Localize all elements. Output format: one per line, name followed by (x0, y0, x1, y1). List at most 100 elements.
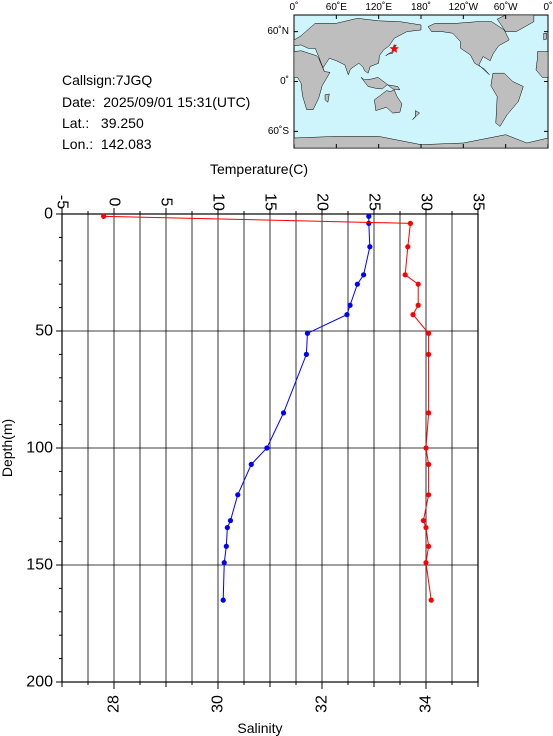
map-landmass (293, 18, 422, 76)
map-landmass (490, 72, 524, 127)
temperature-point (248, 461, 254, 467)
temperature-point (264, 445, 270, 451)
salinity-point (426, 351, 432, 357)
salinity-point (426, 492, 432, 498)
salinity-tick-label: 28 (106, 695, 123, 713)
temperature-point (344, 312, 350, 318)
map-landmass (324, 93, 330, 103)
salinity-point (415, 302, 421, 308)
temperature-point (224, 524, 230, 531)
temperature-tick-label: 0 (106, 198, 123, 207)
temperature-tick-label: 15 (262, 193, 279, 211)
temperature-point (221, 560, 227, 566)
plot-series (101, 213, 434, 603)
depth-axis-label: Depth(m) (0, 419, 15, 477)
temperature-line (222, 216, 371, 601)
temperature-tick-label: 20 (314, 193, 331, 211)
map-landmass (374, 89, 403, 114)
lat-value: 39.250 (100, 115, 144, 131)
salinity-point (428, 597, 434, 603)
temperature-tick-label: 35 (470, 193, 487, 211)
map-landmass (360, 77, 401, 91)
salinity-point (402, 272, 408, 278)
salinity-tick-label: 32 (314, 695, 331, 713)
lat-label: Lat.: (62, 115, 90, 131)
salinity-point (405, 244, 411, 250)
map-landmass (535, 51, 549, 78)
salinity-point (423, 524, 429, 531)
depth-tick-label: 100 (26, 440, 53, 457)
temperature-tick-label: 5 (158, 198, 175, 207)
map-lat-label: 60˚N (267, 25, 289, 37)
lon-value: 142.083 (100, 136, 152, 152)
temperature-point (304, 330, 311, 336)
lon-label: Lon.: (62, 136, 94, 152)
map-lon-label: 60˚E (326, 1, 347, 13)
salinity-point (426, 461, 432, 467)
temperature-tick-label: -5 (54, 195, 71, 209)
map-lon-label: 0˚ (544, 1, 553, 13)
map-landmass (293, 50, 331, 111)
map-lon-label: 0˚ (290, 1, 299, 13)
temperature-point (220, 597, 226, 603)
salinity-line (103, 215, 432, 601)
date-line: Date: 2025/09/01 15:31(UTC) (62, 94, 250, 110)
callsign-value: 7JGQ (115, 72, 153, 88)
world-map: 0˚ 60˚E 120˚E 180˚ 120˚W 60˚W 0˚60˚N0˚60˚S (267, 1, 552, 149)
temperature-point (347, 302, 353, 308)
map-lon-label: 180˚ (411, 1, 431, 13)
map-station-marker (389, 43, 400, 53)
depth-tick-label: 50 (35, 323, 53, 340)
temperature-axis-label: Temperature(C) (210, 161, 308, 177)
depth-tick-label: 0 (44, 206, 53, 223)
depth-tick-label: 200 (26, 674, 53, 691)
map-lon-label: 120˚E (365, 1, 392, 13)
salinity-point (426, 330, 432, 336)
salinity-tick-label: 30 (210, 695, 227, 713)
salinity-point (426, 410, 432, 416)
map-landmass (427, 21, 510, 76)
map-lon-label: 120˚W (449, 1, 479, 13)
map-landmass (543, 33, 547, 41)
salinity-point (407, 220, 413, 226)
date-value: 2025/09/01 15:31(UTC) (103, 94, 251, 110)
date-label: Date: (62, 94, 96, 110)
map-landmass (496, 14, 535, 32)
map-landmass (412, 110, 421, 120)
map-ticks: 0˚ 60˚E 120˚E 180˚ 120˚W 60˚W 0˚60˚N0˚60˚S (267, 1, 552, 148)
temperature-point (361, 272, 367, 278)
temperature-point (303, 351, 309, 357)
salinity-tick-label: 34 (418, 695, 435, 713)
station-star-icon (389, 43, 400, 53)
plot-grid (61, 213, 479, 683)
salinity-point (423, 445, 429, 451)
temperature-tick-label: 30 (418, 193, 435, 211)
callsign-label: Callsign: (62, 72, 116, 88)
map-land (293, 14, 549, 149)
temperature-point (280, 410, 287, 416)
salinity-point (426, 543, 432, 549)
temperature-point (223, 543, 229, 549)
temperature-point (227, 517, 234, 524)
lat-line: Lat.: 39.250 (62, 115, 144, 131)
temperature-point (366, 213, 372, 219)
salinity-point (420, 517, 426, 524)
lon-line: Lon.: 142.083 (62, 136, 152, 152)
map-lon-label: 60˚W (494, 1, 518, 13)
salinity-point (423, 560, 429, 566)
map-lat-label: 0˚ (280, 75, 289, 87)
temperature-point (354, 281, 360, 287)
salinity-point (410, 312, 416, 318)
callsign-line: Callsign:7JGQ (62, 72, 152, 88)
temperature-tick-label: 25 (366, 193, 383, 211)
temperature-point (235, 492, 241, 498)
temperature-point (366, 220, 372, 226)
map-lat-label: 60˚S (268, 125, 289, 137)
salinity-point (415, 281, 421, 287)
temperature-point (367, 244, 373, 250)
salinity-axis-label: Salinity (237, 720, 282, 736)
salinity-point (101, 213, 107, 219)
depth-tick-label: 150 (26, 557, 53, 574)
